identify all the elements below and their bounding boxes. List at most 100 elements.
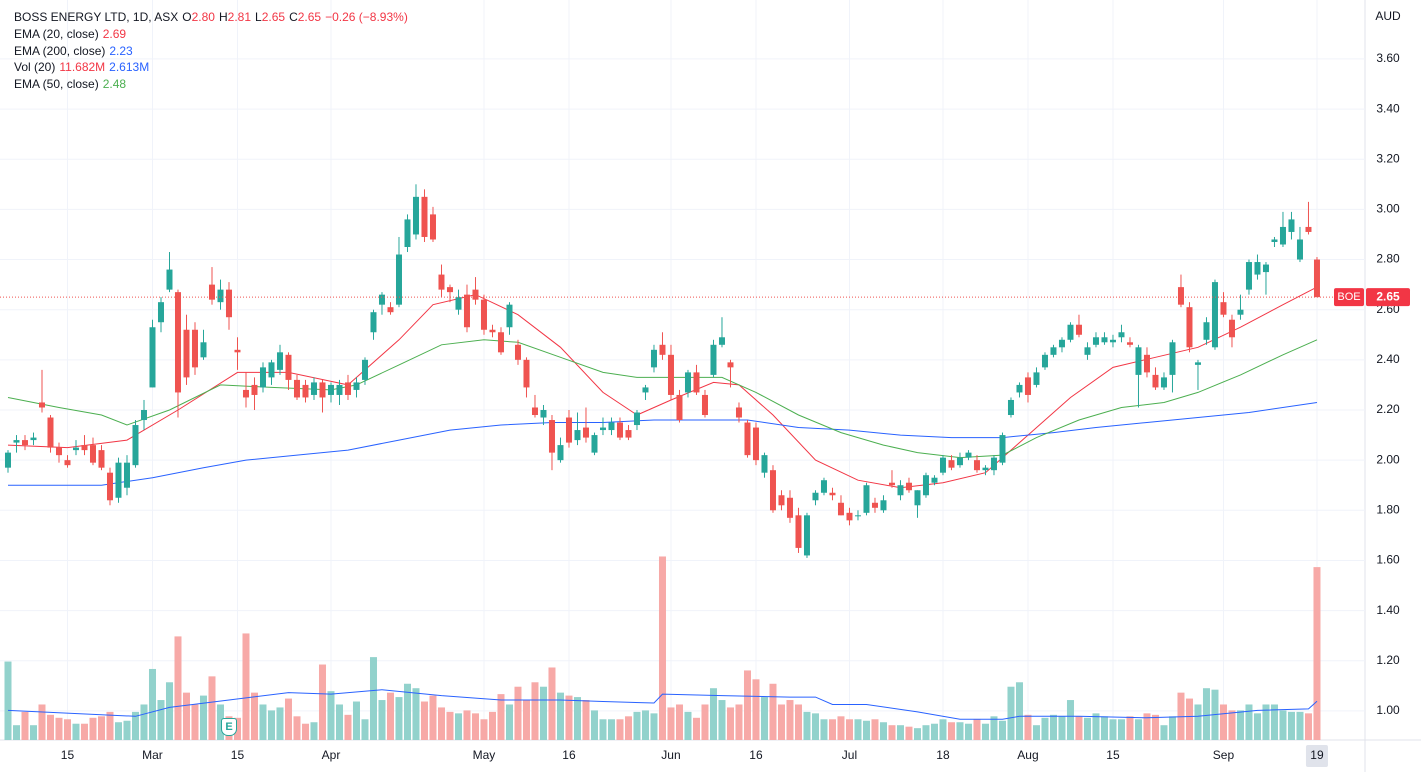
y-tick-label: 1.80 (1376, 502, 1400, 516)
y-tick-label: 1.60 (1376, 553, 1400, 567)
candle-body (489, 329, 496, 333)
volume-bar (12, 725, 20, 740)
volume-bar (55, 717, 63, 740)
volume-bar (820, 719, 828, 740)
candle-body (1041, 354, 1048, 368)
candle-body (897, 485, 904, 496)
header-row: BOSS ENERGY LTD, 1D, ASX O2.80 H2.81 L2.65 C… (14, 9, 412, 26)
candle-body (608, 422, 615, 431)
volume-bar (182, 692, 190, 740)
volume-bar (318, 664, 326, 740)
y-tick-label: 2.80 (1376, 252, 1400, 266)
volume-bar (480, 719, 488, 740)
volume-bar (1151, 714, 1159, 740)
volume-bar (607, 719, 615, 740)
candle-body (72, 447, 79, 451)
candle-body (820, 480, 827, 493)
candle-body (446, 287, 453, 293)
y-tick-label: 3.00 (1376, 202, 1400, 216)
candle-body (208, 284, 215, 300)
volume-bar (131, 711, 139, 740)
y-tick-label: 2.20 (1376, 402, 1400, 416)
candle-body (1237, 309, 1244, 315)
volume-bar (429, 695, 437, 740)
candle-body (1177, 287, 1184, 305)
ohlc-key: C (289, 10, 298, 24)
volume-bar (1160, 725, 1168, 740)
volume-bar (701, 704, 709, 740)
volume-bar (565, 695, 573, 740)
candle-body (327, 384, 334, 395)
volume-bar (488, 711, 496, 740)
volume-bar (718, 700, 726, 740)
legend-value: 2.613M (109, 60, 150, 75)
candle-body (769, 470, 776, 511)
candle-body (735, 407, 742, 418)
ohlc-value: 2.65 (297, 10, 322, 24)
volume-bar (191, 704, 199, 740)
candle-body (514, 344, 521, 360)
legend-row: EMA (50, close) 2.48 (14, 76, 412, 93)
volume-bar (46, 714, 54, 740)
indicator-line (7, 689, 1318, 720)
candle-body (1220, 302, 1227, 315)
volume-bar (386, 692, 394, 740)
volume-bar (454, 713, 462, 740)
candle-body (667, 354, 674, 395)
candle-body (574, 430, 581, 441)
volume-bar (327, 691, 335, 740)
candle-body (387, 307, 394, 313)
volume-bar (505, 704, 513, 740)
earnings-marker[interactable]: E (221, 718, 237, 736)
candle-body (973, 460, 980, 471)
candle-body (472, 289, 479, 300)
x-tick-label: 18 (936, 748, 950, 762)
candle-body (1160, 377, 1167, 388)
candle-body (429, 214, 436, 240)
volume-bar (1185, 698, 1193, 740)
volume-bar (233, 717, 241, 740)
price-tag-bg (1366, 288, 1410, 307)
y-tick-label: 3.60 (1376, 51, 1400, 65)
candle-body (242, 389, 249, 398)
candle-body (786, 497, 793, 518)
candle-body (353, 382, 360, 390)
x-tick-label: 16 (749, 748, 763, 762)
ohlc-value: 2.81 (227, 10, 252, 24)
y-tick-label: 1.00 (1376, 703, 1400, 717)
candle-body (106, 472, 113, 501)
x-tick-label: 19 (1310, 748, 1324, 762)
volume-bar (896, 725, 904, 740)
volume-bar (1313, 567, 1321, 740)
candle-body (38, 402, 45, 408)
x-tick-label: 16 (562, 748, 576, 762)
change: −0.26 (−8.93%) (325, 10, 408, 24)
volume-bar (1066, 700, 1074, 740)
candle-body (293, 379, 300, 398)
candle-body (395, 254, 402, 305)
volume-bar (293, 716, 301, 740)
volume-bar (616, 719, 624, 740)
symbol-tag: BOE (1337, 291, 1360, 303)
volume-bar (361, 719, 369, 740)
volume-bar (1168, 716, 1176, 740)
candle-body (1050, 347, 1057, 355)
y-tick-label: 2.40 (1376, 352, 1400, 366)
volume-bar (599, 719, 607, 740)
candle-body (523, 359, 530, 388)
candle-body (837, 502, 844, 516)
volume-bar (344, 714, 352, 740)
candle-body (871, 502, 878, 508)
candle-body (344, 382, 351, 395)
volume-bar (378, 700, 386, 740)
candle-body (480, 299, 487, 330)
candle-body (565, 417, 572, 443)
legend-value: 2.48 (102, 77, 127, 92)
y-tick-label: 3.20 (1376, 151, 1400, 165)
candle-body (378, 294, 385, 305)
candle-body (412, 196, 419, 235)
ohlc-value: 2.80 (191, 10, 215, 24)
volume-bar (301, 723, 309, 740)
volume-bar (667, 707, 675, 740)
volume-bar (1126, 716, 1134, 740)
